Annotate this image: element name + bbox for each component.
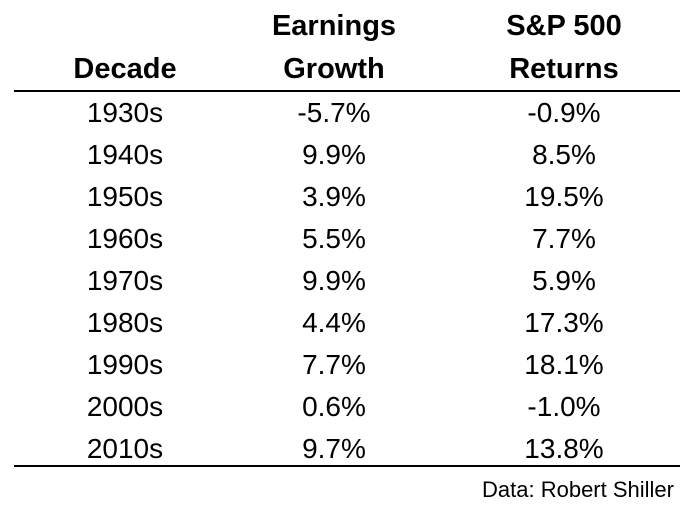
- table-row: 1990s 7.7% 18.1%: [14, 344, 680, 386]
- table-row: 2010s 9.7% 13.8%: [14, 428, 680, 470]
- table-row: 1950s 3.9% 19.5%: [14, 176, 680, 218]
- cell-decade: 1940s: [86, 139, 164, 170]
- header-earnings-growth-line-2: Growth: [283, 53, 385, 85]
- header-sp500-returns-line-1: S&P 500: [506, 10, 622, 42]
- cell-earnings-growth: 7.7%: [302, 349, 366, 380]
- table-body: 1930s -5.7% -0.9% 1940s 9.9% 8.5% 1950s 3.9% 19.…: [14, 92, 680, 470]
- table-row: 1960s 5.5% 7.7%: [14, 218, 680, 260]
- cell-sp500-returns: -0.9%: [527, 97, 601, 128]
- cell-sp500-returns: 18.1%: [524, 349, 604, 380]
- cell-earnings-growth: 9.9%: [302, 265, 366, 296]
- cell-decade: 1970s: [86, 265, 164, 296]
- cell-earnings-growth: -5.7%: [297, 97, 371, 128]
- header-earnings-growth: Earnings Growth: [234, 5, 434, 91]
- cell-decade: 1980s: [86, 307, 164, 338]
- cell-decade: 1950s: [86, 181, 164, 212]
- header-divider: [14, 90, 680, 92]
- header-sp500-returns-line-2: Returns: [509, 53, 619, 85]
- header-decade-line-1: Decade: [73, 53, 177, 85]
- table-bottom-divider: [14, 465, 680, 467]
- cell-sp500-returns: 13.8%: [524, 433, 604, 464]
- table-row: 1940s 9.9% 8.5%: [14, 134, 680, 176]
- source-note: Data: Robert Shiller: [482, 477, 674, 502]
- header-sp500-returns: S&P 500 Returns: [454, 5, 674, 91]
- header-earnings-growth-line-1: Earnings: [271, 10, 397, 42]
- cell-earnings-growth: 0.6%: [302, 391, 366, 422]
- data-table: Decade Earnings Growth S&P 500 Returns 1…: [14, 0, 680, 467]
- cell-decade: 2000s: [86, 391, 164, 422]
- cell-sp500-returns: 17.3%: [524, 307, 604, 338]
- header-decade: Decade: [45, 48, 205, 91]
- table-row: 2000s 0.6% -1.0%: [14, 386, 680, 428]
- cell-earnings-growth: 3.9%: [302, 181, 366, 212]
- cell-sp500-returns: 7.7%: [532, 223, 596, 254]
- cell-decade: 1960s: [86, 223, 164, 254]
- cell-earnings-growth: 9.7%: [302, 433, 366, 464]
- cell-decade: 1930s: [86, 97, 164, 128]
- cell-earnings-growth: 9.9%: [302, 139, 366, 170]
- cell-earnings-growth: 5.5%: [302, 223, 366, 254]
- cell-sp500-returns: -1.0%: [527, 391, 601, 422]
- table-header: Decade Earnings Growth S&P 500 Returns: [14, 0, 680, 90]
- cell-sp500-returns: 5.9%: [532, 265, 596, 296]
- cell-decade: 2010s: [86, 433, 164, 464]
- table-row: 1980s 4.4% 17.3%: [14, 302, 680, 344]
- cell-sp500-returns: 8.5%: [532, 139, 596, 170]
- cell-earnings-growth: 4.4%: [302, 307, 366, 338]
- table-row: 1930s -5.7% -0.9%: [14, 92, 680, 134]
- cell-sp500-returns: 19.5%: [524, 181, 604, 212]
- cell-decade: 1990s: [86, 349, 164, 380]
- table-row: 1970s 9.9% 5.9%: [14, 260, 680, 302]
